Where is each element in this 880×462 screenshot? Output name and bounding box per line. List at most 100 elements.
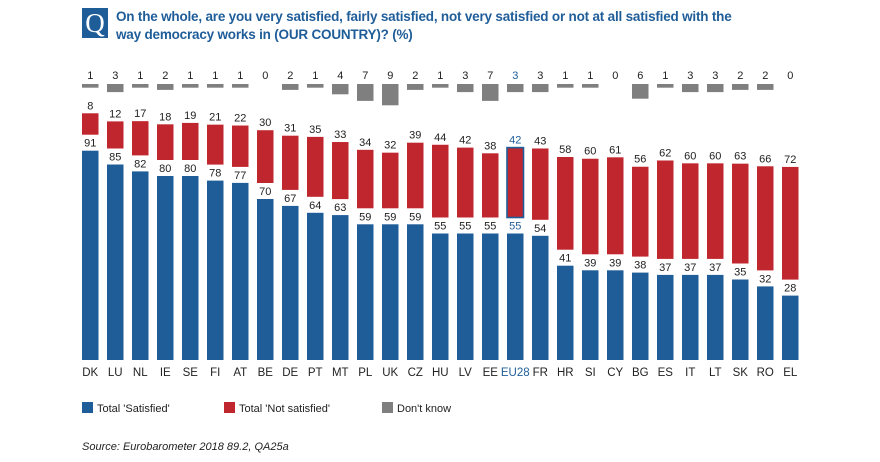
label-not-satisfied: 31 [284,123,296,135]
bar-dont-know [132,84,149,88]
label-dont-know: 3 [712,70,718,82]
label-not-satisfied: 42 [509,135,521,147]
bar-satisfied [382,224,399,360]
bar-dont-know [382,84,399,106]
label-dont-know: 3 [462,70,468,82]
bar-dont-know [707,84,724,93]
category-label: SI [585,367,596,379]
label-satisfied: 85 [109,152,121,164]
label-dont-know: 4 [337,70,343,82]
category-label: HU [432,367,449,379]
bar-not-satisfied [232,125,249,167]
bar-satisfied [557,265,574,360]
source-note: Source: Eurobarometer 2018 89.2, QA25a [82,441,289,453]
bar-dont-know [657,84,674,88]
bar-dont-know [232,84,249,88]
label-not-satisfied: 39 [409,130,421,142]
label-satisfied: 82 [134,158,146,170]
bar-not-satisfied [157,124,174,160]
label-dont-know: 1 [312,70,318,82]
bar-satisfied [82,150,99,360]
label-satisfied: 28 [784,283,796,295]
label-satisfied: 55 [484,221,496,233]
category-label: RO [757,367,774,379]
label-satisfied: 37 [659,262,671,274]
bar-dont-know [407,84,424,90]
label-dont-know: 3 [512,70,518,82]
label-dont-know: 1 [562,70,568,82]
label-dont-know: 3 [537,70,543,82]
label-satisfied: 39 [609,257,621,269]
label-satisfied: 80 [184,163,196,175]
label-not-satisfied: 35 [309,124,321,136]
bar-not-satisfied [782,166,799,280]
label-satisfied: 59 [384,211,396,223]
bar-satisfied [207,180,224,360]
legend-item-not-satisfied: Total 'Not satisfied' [224,402,330,415]
label-dont-know: 1 [587,70,593,82]
label-not-satisfied: 60 [584,146,596,158]
category-label: FR [533,367,548,379]
label-satisfied: 39 [584,257,596,269]
label-not-satisfied: 34 [359,137,371,149]
label-not-satisfied: 33 [334,129,346,141]
label-not-satisfied: 62 [659,147,671,159]
label-satisfied: 91 [84,138,96,150]
bar-not-satisfied [582,158,599,255]
label-not-satisfied: 58 [559,144,571,156]
label-not-satisfied: 30 [259,117,271,129]
bar-not-satisfied [132,121,149,156]
bar-dont-know [632,84,649,99]
category-label: AT [233,367,247,379]
label-not-satisfied: 61 [609,144,621,156]
bar-satisfied [307,212,324,360]
bar-dont-know [582,84,599,88]
legend-item-dont-know: Don't know [382,402,451,415]
label-satisfied: 54 [534,223,546,235]
bar-not-satisfied [107,121,124,149]
bar-dont-know [82,84,99,88]
label-satisfied: 32 [759,273,771,285]
label-satisfied: 55 [434,221,446,233]
bar-not-satisfied [682,163,699,259]
bar-satisfied [332,215,349,360]
label-not-satisfied: 22 [234,113,246,125]
label-satisfied: 35 [734,267,746,279]
category-label: BE [258,367,274,379]
legend-swatch-dont-know [382,402,393,413]
bar-dont-know [532,84,549,93]
bar-satisfied [282,205,299,360]
legend-label-satisfied: Total 'Satisfied' [97,403,170,415]
bar-satisfied [632,272,649,360]
label-dont-know: 1 [437,70,443,82]
bar-dont-know [482,84,499,101]
category-label: PL [358,367,373,379]
bar-not-satisfied [532,148,549,220]
label-dont-know: 9 [387,70,393,82]
bar-dont-know [332,84,349,95]
bar-dont-know [182,84,199,88]
label-dont-know: 1 [212,70,218,82]
category-label: LU [108,367,123,379]
bar-not-satisfied [432,144,449,218]
label-satisfied: 78 [209,168,221,180]
label-dont-know: 7 [362,70,368,82]
category-label: CY [607,367,623,379]
label-not-satisfied: 17 [134,108,146,120]
category-label: LT [709,367,722,379]
category-label: PT [308,367,323,379]
category-label: DK [82,367,98,379]
label-dont-know: 0 [787,70,793,82]
label-not-satisfied: 72 [784,154,796,166]
bar-satisfied [607,270,624,360]
bar-not-satisfied [457,147,474,218]
bar-satisfied [407,224,424,360]
category-label: LV [459,367,473,379]
bar-not-satisfied [382,152,399,209]
label-dont-know: 2 [762,70,768,82]
bar-not-satisfied [757,166,774,271]
bar-satisfied [457,233,474,360]
label-dont-know: 2 [162,70,168,82]
bar-dont-know [307,84,324,88]
label-dont-know: 7 [487,70,493,82]
